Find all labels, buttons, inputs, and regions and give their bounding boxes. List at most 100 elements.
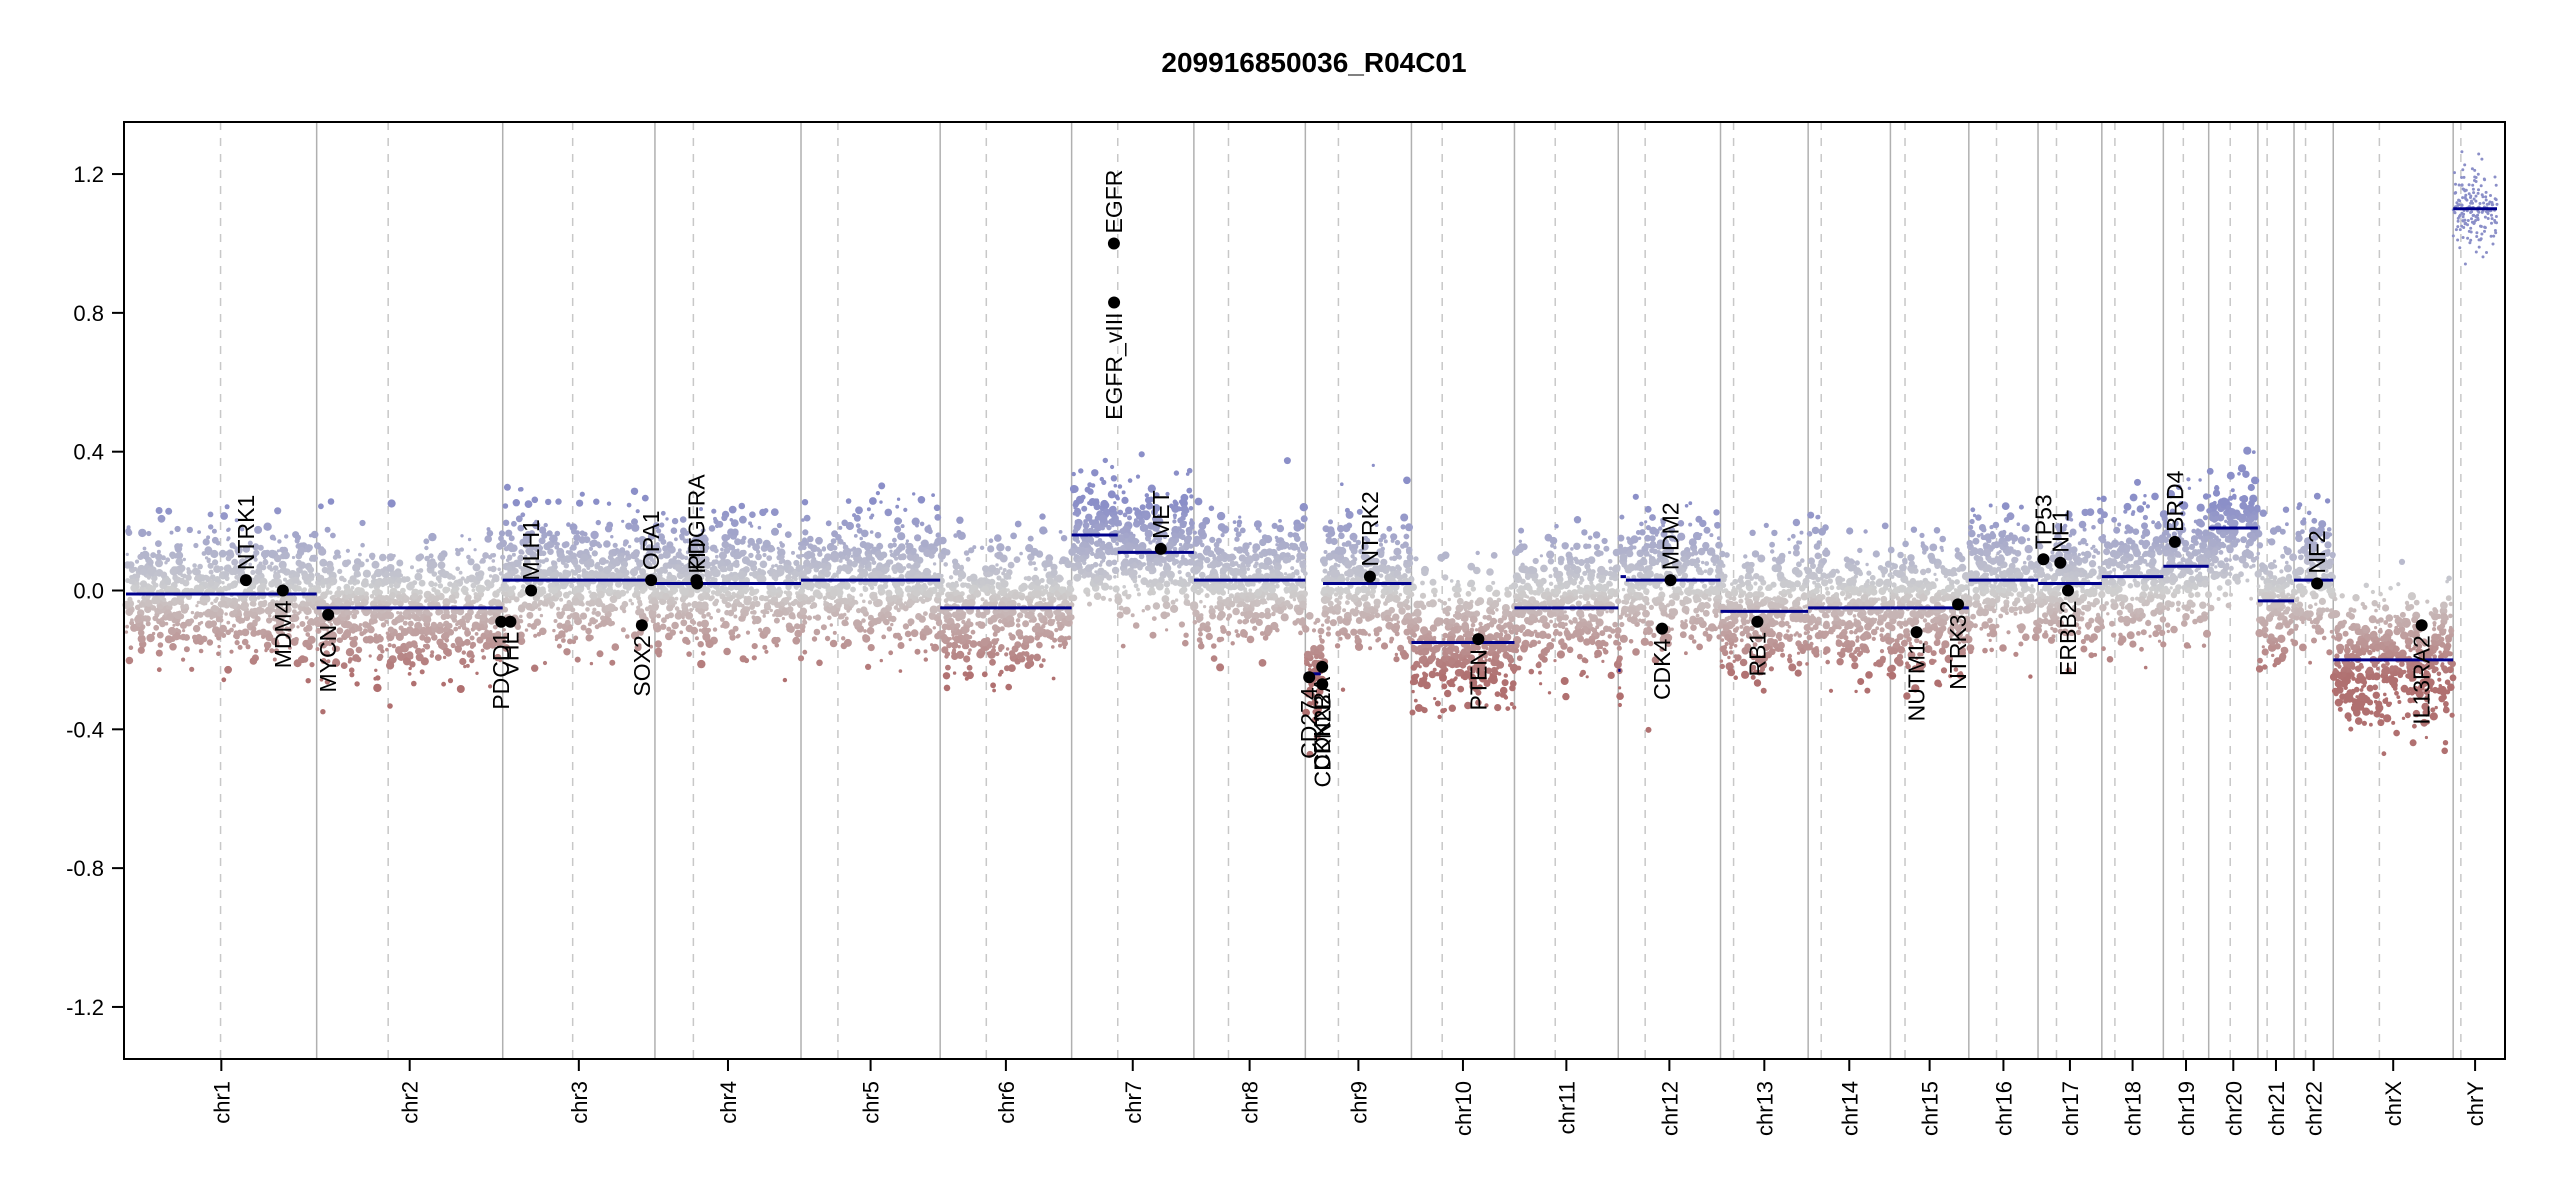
probe-point xyxy=(490,565,497,573)
probe-point xyxy=(1329,619,1337,627)
probe-point xyxy=(1003,622,1009,628)
probe-point xyxy=(923,657,928,662)
probe-point xyxy=(871,618,879,626)
probe-point xyxy=(1149,570,1154,575)
probe-point xyxy=(1094,523,1103,532)
probe-point xyxy=(221,581,225,585)
probe-point xyxy=(544,557,549,563)
probe-point xyxy=(465,663,470,668)
probe-point xyxy=(205,550,211,556)
probe-point xyxy=(479,614,487,622)
probe-point xyxy=(429,560,438,569)
probe-point xyxy=(995,563,999,567)
probe-point xyxy=(1279,596,1284,601)
probe-point xyxy=(1115,541,1119,546)
probe-point xyxy=(1051,645,1055,649)
probe-point xyxy=(1206,563,1212,569)
probe-point xyxy=(1152,602,1161,610)
probe-point xyxy=(615,580,622,588)
probe-point xyxy=(1209,605,1214,610)
probe-point xyxy=(1194,566,1201,574)
probe-point xyxy=(183,646,190,653)
probe-point xyxy=(593,498,600,505)
probe-point xyxy=(1037,612,1043,619)
probe-point xyxy=(969,573,978,582)
probe-point xyxy=(285,579,292,586)
probe-point xyxy=(1300,567,1307,574)
probe-point xyxy=(1132,622,1140,629)
probe-point xyxy=(1233,546,1238,551)
probe-point xyxy=(681,602,688,609)
probe-point xyxy=(1129,572,1134,577)
probe-point xyxy=(1181,586,1188,593)
probe-point xyxy=(1049,635,1054,640)
probe-point xyxy=(1023,576,1028,581)
probe-point xyxy=(881,634,887,640)
probe-point xyxy=(228,568,236,576)
probe-point xyxy=(981,671,988,678)
probe-point xyxy=(622,609,627,614)
probe-point xyxy=(774,601,781,609)
probe-point xyxy=(757,525,762,530)
probe-point xyxy=(853,619,862,628)
probe-point xyxy=(1153,557,1162,566)
probe-point xyxy=(464,612,473,621)
probe-point xyxy=(200,620,204,625)
probe-point xyxy=(207,511,214,518)
probe-point xyxy=(801,600,807,606)
probe-point xyxy=(365,558,370,563)
probe-point xyxy=(256,595,261,600)
probe-point xyxy=(1295,606,1304,616)
probe-point xyxy=(155,507,163,514)
probe-point xyxy=(952,558,959,565)
probe-point xyxy=(1217,523,1226,532)
probe-point xyxy=(951,624,955,628)
probe-point xyxy=(164,621,169,626)
probe-point xyxy=(956,516,964,524)
probe-point xyxy=(309,556,315,562)
probe-point xyxy=(1113,575,1117,579)
probe-point xyxy=(458,548,462,552)
probe-point xyxy=(1282,556,1290,564)
probe-point xyxy=(570,552,577,560)
probe-point xyxy=(141,602,146,607)
probe-point xyxy=(1296,552,1304,560)
probe-point xyxy=(261,634,266,639)
probe-point xyxy=(879,658,883,663)
probe-point xyxy=(963,627,970,633)
probe-point xyxy=(558,552,565,559)
probe-point xyxy=(992,688,996,693)
probe-point xyxy=(554,593,559,597)
probe-point xyxy=(871,560,877,565)
probe-point xyxy=(846,550,852,556)
probe-point xyxy=(207,557,211,562)
probe-point xyxy=(193,614,198,620)
probe-point xyxy=(202,538,210,546)
probe-point xyxy=(1084,486,1091,493)
probe-point xyxy=(1174,598,1179,602)
probe-point xyxy=(1091,469,1099,477)
probe-point xyxy=(280,631,286,636)
probe-point xyxy=(175,627,179,631)
probe-point xyxy=(823,570,831,578)
probe-point xyxy=(448,594,456,602)
probe-point xyxy=(153,624,160,631)
probe-point xyxy=(288,646,292,650)
probe-point xyxy=(265,549,270,555)
probe-point xyxy=(1110,464,1115,470)
probe-point xyxy=(447,678,454,684)
probe-point xyxy=(555,498,562,505)
probe-point xyxy=(1016,602,1021,607)
probe-point xyxy=(955,636,963,644)
probe-point xyxy=(416,610,421,615)
probe-point xyxy=(619,565,628,574)
probe-point xyxy=(479,623,485,629)
probe-point xyxy=(894,525,902,533)
probe-point xyxy=(935,532,942,538)
probe-point xyxy=(888,615,894,622)
probe-point xyxy=(1077,558,1081,563)
probe-point xyxy=(318,503,324,510)
probe-point xyxy=(670,527,678,534)
probe-point xyxy=(342,577,347,583)
probe-point xyxy=(755,537,763,545)
